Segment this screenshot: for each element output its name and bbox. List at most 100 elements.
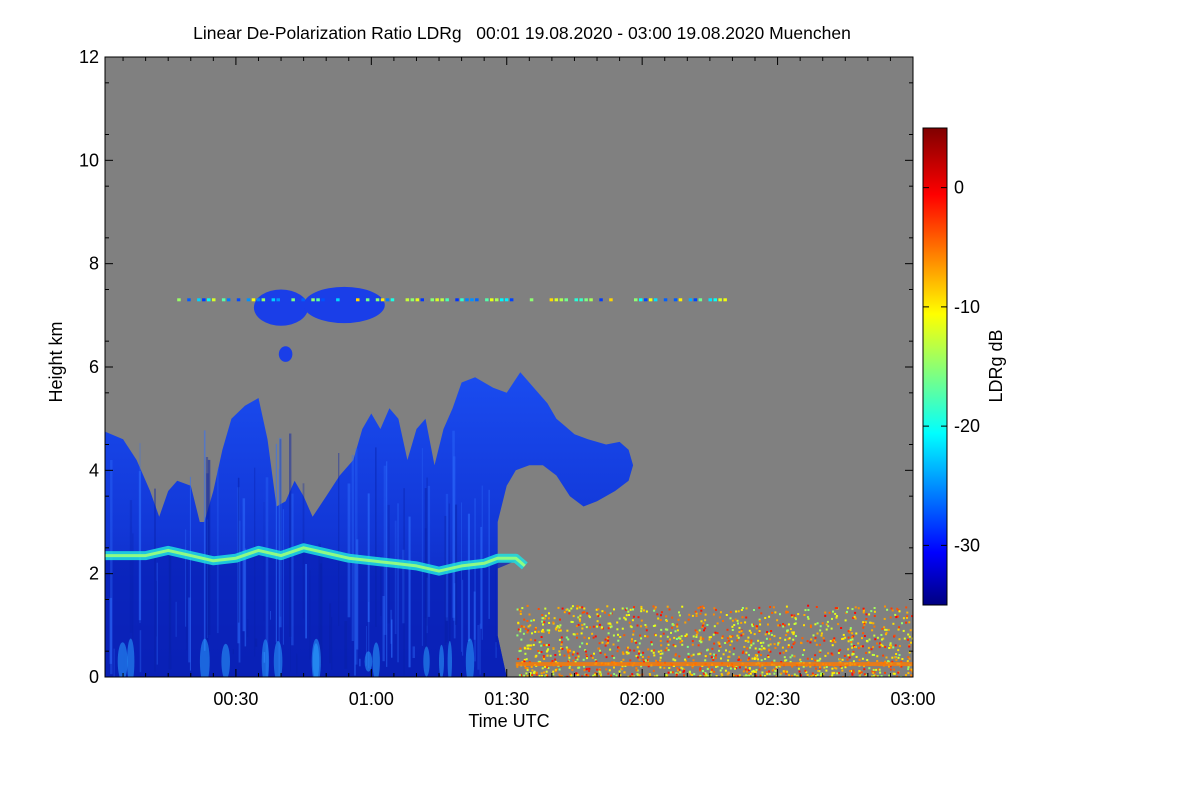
cloud-streak	[109, 597, 113, 664]
aerosol-pixel	[816, 673, 819, 676]
aerosol-pixel	[777, 624, 780, 627]
aerosol-pixel	[546, 629, 549, 632]
aerosol-pixel	[801, 653, 804, 656]
aerosol-pixel	[868, 638, 871, 641]
aerosol-pixel	[647, 648, 650, 651]
aerosol-pixel	[844, 619, 847, 622]
cloud-streak	[338, 453, 340, 626]
aerosol-pixel	[558, 668, 561, 671]
aerosol-pixel	[760, 645, 763, 648]
aerosol-pixel	[525, 658, 528, 661]
aerosol-pixel	[878, 668, 881, 671]
cirrus-streak-pixel	[495, 298, 499, 302]
aerosol-pixel	[531, 674, 534, 677]
aerosol-pixel	[544, 665, 546, 668]
aerosol-pixel	[750, 631, 752, 634]
aerosol-pixel	[680, 635, 683, 638]
aerosol-pixel	[659, 619, 662, 621]
cirrus-streak-pixel	[246, 298, 251, 302]
aerosol-pixel	[621, 627, 624, 630]
aerosol-pixel	[615, 674, 618, 677]
aerosol-pixel	[578, 606, 581, 609]
aerosol-pixel	[792, 633, 795, 636]
cirrus-streak-pixel	[356, 298, 360, 302]
aerosol-pixel	[726, 637, 729, 640]
aerosol-pixel	[523, 625, 526, 628]
aerosol-pixel	[537, 660, 540, 663]
cloud-streak	[185, 529, 187, 627]
aerosol-pixel	[540, 672, 543, 675]
aerosol-pixel	[678, 614, 681, 617]
aerosol-pixel	[653, 608, 656, 611]
aerosol-pixel	[604, 653, 607, 656]
aerosol-pixel	[815, 606, 818, 608]
aerosol-pixel	[851, 636, 853, 639]
aerosol-pixel	[707, 675, 710, 677]
aerosol-pixel	[831, 667, 834, 670]
aerosol-pixel	[870, 621, 873, 624]
chart-title: Linear De-Polarization Ratio LDRg 00:01 …	[193, 23, 851, 43]
aerosol-pixel	[736, 619, 739, 622]
aerosol-pixel	[751, 623, 753, 626]
cloud-streak	[247, 619, 249, 638]
aerosol-pixel	[738, 674, 741, 677]
aerosol-pixel	[597, 614, 600, 617]
aerosol-pixel	[607, 639, 610, 642]
cirrus-streak-pixel	[698, 298, 703, 302]
aerosol-pixel	[905, 674, 907, 677]
aerosol-pixel	[819, 657, 822, 660]
aerosol-pixel	[617, 639, 620, 642]
aerosol-pixel	[588, 616, 591, 619]
aerosol-pixel	[631, 675, 634, 677]
aerosol-pixel	[785, 605, 788, 608]
cirrus-streak-pixel	[648, 298, 653, 302]
aerosol-pixel	[846, 658, 849, 661]
cirrus-streak-pixel	[634, 298, 638, 302]
aerosol-pixel	[727, 659, 730, 662]
aerosol-pixel	[671, 616, 674, 619]
aerosol-pixel	[757, 651, 760, 654]
aerosol-pixel	[890, 644, 893, 647]
aerosol-pixel	[726, 641, 729, 644]
aerosol-pixel	[848, 656, 851, 659]
aerosol-pixel	[675, 672, 678, 675]
aerosol-pixel	[606, 605, 609, 608]
aerosol-pixel	[548, 644, 550, 646]
cirrus-streak-pixel	[251, 298, 256, 302]
aerosol-pixel	[865, 651, 868, 654]
aerosol-pixel	[572, 659, 575, 662]
cloud-streak	[495, 568, 497, 658]
aerosol-pixel	[897, 628, 900, 631]
aerosol-pixel	[708, 638, 711, 641]
aerosol-pixel	[853, 671, 856, 674]
aerosol-pixel	[526, 620, 529, 622]
aerosol-pixel	[831, 617, 833, 620]
aerosol-pixel	[583, 636, 586, 639]
cloud-streak	[263, 502, 265, 622]
fallstreak	[221, 643, 230, 677]
aerosol-pixel	[644, 624, 647, 626]
aerosol-pixel	[678, 655, 681, 658]
cloud-streak	[390, 609, 393, 644]
aerosol-pixel	[711, 668, 714, 671]
aerosol-pixel	[530, 619, 533, 622]
aerosol-pixel	[704, 619, 707, 622]
aerosol-pixel	[578, 616, 581, 619]
cloud-streak	[254, 638, 258, 647]
cirrus-streak-pixel	[529, 298, 534, 302]
aerosol-pixel	[773, 659, 776, 662]
cloud-streak	[296, 653, 298, 675]
cloud-streak	[216, 468, 219, 634]
aerosol-pixel	[822, 637, 825, 640]
aerosol-pixel	[531, 669, 534, 672]
cloud-streak	[408, 516, 411, 668]
aerosol-pixel	[718, 649, 720, 652]
aerosol-pixel	[728, 655, 731, 658]
cloud-streak	[282, 509, 284, 645]
aerosol-pixel	[581, 675, 584, 677]
aerosol-pixel	[538, 641, 541, 644]
aerosol-pixel	[733, 665, 736, 668]
cloud-streak	[305, 564, 307, 639]
aerosol-pixel	[825, 666, 828, 668]
aerosol-pixel	[673, 636, 676, 639]
